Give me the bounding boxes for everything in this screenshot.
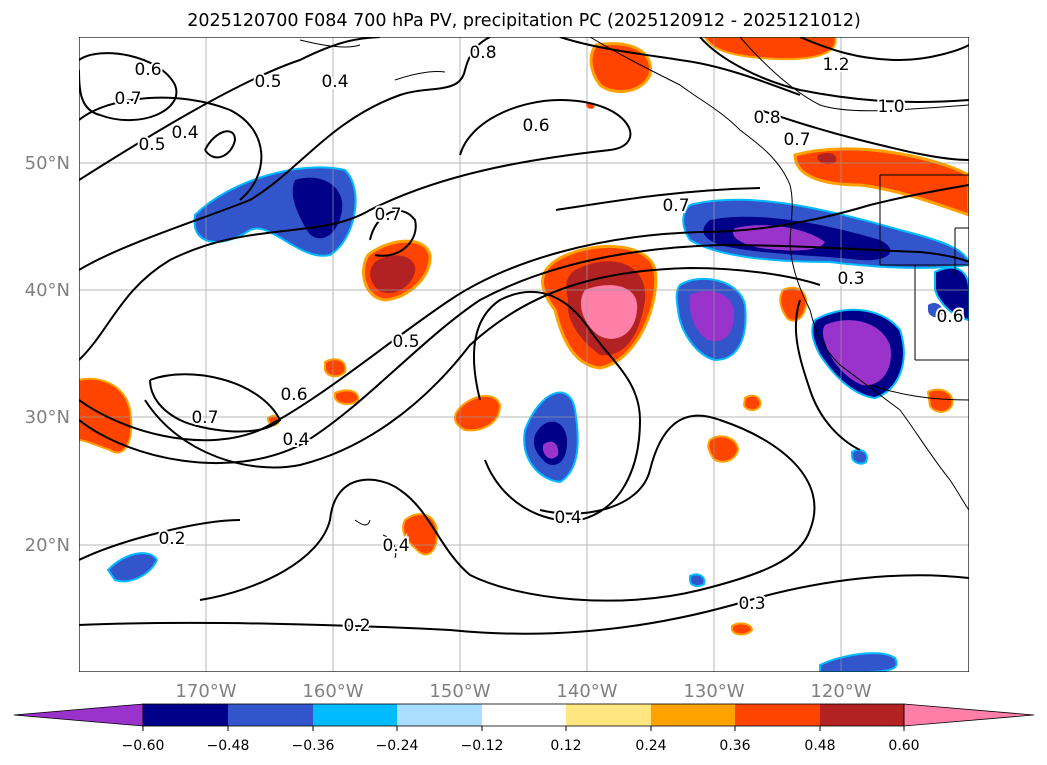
contour-label: 0.5 bbox=[254, 72, 281, 92]
colorbar-segment bbox=[143, 704, 228, 726]
coastlines bbox=[299, 37, 969, 559]
precip-blob-north bbox=[703, 37, 837, 61]
map-panel: 0.6 0.7 0.5 0.4 0.5 0.4 0.8 0.6 0.7 0.7 … bbox=[79, 37, 969, 672]
colorbar-segment bbox=[735, 704, 820, 726]
contour-label: 0.2 bbox=[158, 529, 185, 549]
precip-blob-pnw bbox=[793, 147, 969, 217]
colorbar-tick-label: −0.12 bbox=[461, 738, 504, 754]
colorbar-segment bbox=[313, 704, 397, 726]
pv-contours bbox=[79, 37, 969, 635]
colorbar-extend-right bbox=[903, 703, 1035, 727]
contour-label: 0.8 bbox=[753, 108, 780, 128]
lon-label-150w: 150°W bbox=[429, 681, 490, 702]
colorbar-tick-label: 0.48 bbox=[804, 738, 835, 754]
contour-label: 0.4 bbox=[554, 508, 581, 528]
contour-label: 0.7 bbox=[662, 196, 689, 216]
contour-label: 0.7 bbox=[114, 89, 141, 109]
contour-label: 0.6 bbox=[280, 385, 307, 405]
contour-label: 1.0 bbox=[877, 97, 904, 117]
lat-label-20n: 20°N bbox=[25, 535, 70, 556]
colorbar-tick-label: −0.60 bbox=[122, 738, 165, 754]
precip-blob-nw bbox=[589, 42, 652, 94]
contour-label: 0.8 bbox=[469, 43, 496, 63]
contour-label: 0.7 bbox=[374, 205, 401, 225]
colorbar-tick-label: 0.60 bbox=[888, 738, 919, 754]
lon-label-160w: 160°W bbox=[302, 681, 363, 702]
colorbar: −0.60 −0.48 −0.36 −0.24 −0.12 0.12 0.24 … bbox=[13, 703, 1035, 754]
contour-label: 0.6 bbox=[522, 116, 549, 136]
colorbar-extend-left bbox=[13, 703, 144, 727]
colorbar-segment bbox=[397, 704, 482, 726]
colorbar-segment bbox=[482, 704, 566, 726]
colorbar-tick-label: 0.12 bbox=[550, 738, 581, 754]
contour-label: 0.7 bbox=[783, 130, 810, 150]
lon-label-170w: 170°W bbox=[175, 681, 236, 702]
contour-label: 0.3 bbox=[738, 594, 765, 614]
contour-label: 0.5 bbox=[138, 135, 165, 155]
lat-label-40n: 40°N bbox=[25, 280, 70, 301]
lat-labels: 50°N 40°N 30°N 20°N bbox=[25, 153, 70, 556]
contour-label: 0.4 bbox=[171, 123, 198, 143]
lon-label-140w: 140°W bbox=[556, 681, 617, 702]
contour-label: 0.3 bbox=[837, 269, 864, 289]
contour-label: 1.2 bbox=[822, 55, 849, 75]
contour-label: 0.5 bbox=[392, 332, 419, 352]
contour-label: 0.6 bbox=[134, 60, 161, 80]
colorbar-tick-label: 0.24 bbox=[635, 738, 666, 754]
colorbar-tick-label: −0.48 bbox=[207, 738, 250, 754]
contour-label: 0.7 bbox=[191, 408, 218, 428]
lon-label-120w: 120°W bbox=[810, 681, 871, 702]
contour-label: 0.4 bbox=[282, 430, 309, 450]
lon-labels: 170°W 160°W 150°W 140°W 130°W 120°W bbox=[175, 681, 871, 702]
colorbar-segment bbox=[651, 704, 735, 726]
lon-label-130w: 130°W bbox=[683, 681, 744, 702]
contour-label: 0.4 bbox=[321, 72, 348, 92]
contour-label: 0.2 bbox=[343, 616, 370, 636]
colorbar-segment bbox=[820, 704, 904, 726]
contour-label: 0.4 bbox=[382, 536, 409, 556]
lat-label-50n: 50°N bbox=[25, 153, 70, 174]
colorbar-segment bbox=[566, 704, 651, 726]
colorbar-tick-label: −0.36 bbox=[292, 738, 335, 754]
figure-title: 2025120700 F084 700 hPa PV, precipitatio… bbox=[187, 11, 861, 31]
lat-label-30n: 30°N bbox=[25, 407, 70, 428]
colorbar-tick-label: −0.24 bbox=[376, 738, 419, 754]
contour-labels: 0.6 0.7 0.5 0.4 0.5 0.4 0.8 0.6 0.7 0.7 … bbox=[112, 41, 965, 638]
colorbar-segment bbox=[228, 704, 313, 726]
contour-label: 0.6 bbox=[936, 307, 963, 327]
colorbar-tick-label: 0.36 bbox=[719, 738, 750, 754]
